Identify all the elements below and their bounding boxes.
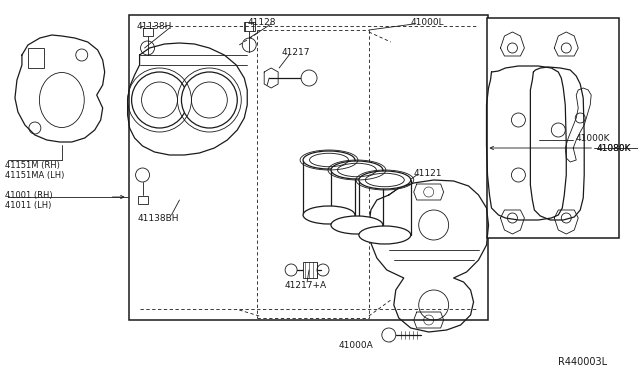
- Polygon shape: [554, 32, 578, 56]
- Bar: [486, 18, 619, 238]
- Polygon shape: [531, 67, 584, 220]
- Polygon shape: [413, 312, 444, 328]
- Text: 41000K: 41000K: [575, 134, 610, 142]
- Polygon shape: [500, 32, 524, 56]
- Polygon shape: [369, 180, 488, 332]
- Ellipse shape: [40, 73, 84, 128]
- Text: 41151M (RH): 41151M (RH): [5, 160, 60, 170]
- Polygon shape: [413, 184, 444, 200]
- Bar: [143, 28, 152, 36]
- Ellipse shape: [331, 216, 383, 234]
- Polygon shape: [486, 66, 566, 220]
- Bar: [129, 15, 488, 320]
- Ellipse shape: [359, 171, 411, 189]
- Text: 41121: 41121: [413, 169, 442, 177]
- Text: 41217+A: 41217+A: [284, 280, 326, 289]
- Ellipse shape: [359, 226, 411, 244]
- Polygon shape: [554, 210, 578, 234]
- Text: 41151MA (LH): 41151MA (LH): [5, 170, 65, 180]
- Circle shape: [301, 70, 317, 86]
- Text: 41217: 41217: [281, 48, 310, 57]
- Bar: [138, 196, 148, 204]
- Polygon shape: [264, 68, 278, 88]
- Text: 41080K: 41080K: [596, 144, 630, 153]
- Circle shape: [132, 72, 188, 128]
- Ellipse shape: [303, 206, 355, 224]
- Text: 41080K: 41080K: [596, 144, 630, 153]
- Polygon shape: [500, 210, 524, 234]
- Text: 41138BH: 41138BH: [138, 214, 179, 222]
- Polygon shape: [127, 43, 247, 155]
- Text: R440003L: R440003L: [558, 357, 607, 367]
- Ellipse shape: [303, 151, 355, 169]
- Ellipse shape: [331, 161, 383, 179]
- Text: 41128: 41128: [247, 17, 276, 26]
- Text: 41001 (RH): 41001 (RH): [5, 190, 52, 199]
- Bar: [28, 48, 44, 68]
- Polygon shape: [565, 88, 591, 162]
- Bar: [244, 22, 255, 31]
- Text: 41000L: 41000L: [411, 17, 444, 26]
- Circle shape: [382, 328, 396, 342]
- Text: 41138H: 41138H: [136, 22, 172, 31]
- Text: 41011 (LH): 41011 (LH): [5, 201, 51, 209]
- Text: 41000A: 41000A: [339, 340, 374, 350]
- Circle shape: [182, 72, 237, 128]
- Bar: [303, 262, 317, 278]
- Polygon shape: [15, 35, 105, 142]
